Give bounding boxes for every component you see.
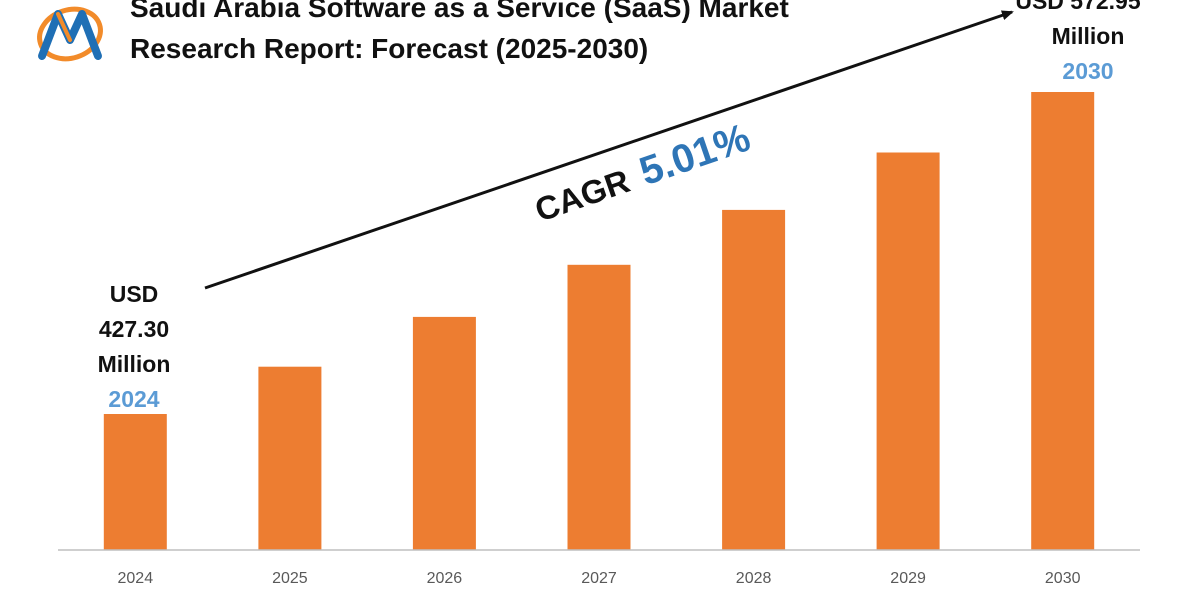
x-axis-ticks: 2024 2025 2026 2027 2028 2029 2030 <box>118 570 1081 587</box>
bar-2025 <box>258 366 322 550</box>
end-unit: Million <box>1052 23 1125 49</box>
x-tick-2027: 2027 <box>581 570 617 587</box>
x-tick-2024: 2024 <box>118 570 154 587</box>
bar-2028 <box>722 209 786 550</box>
cagr-value: 5.01% <box>634 116 756 195</box>
end-year: 2030 <box>1062 58 1113 84</box>
x-tick-2028: 2028 <box>736 570 772 587</box>
bar-2026 <box>412 316 476 550</box>
cagr-annotation: CAGR 5.01% <box>529 116 756 231</box>
title-line-1: Saudi Arabia Software as a Service (SaaS… <box>130 0 789 23</box>
letter-m-logo-icon <box>37 6 103 62</box>
svg-text:CAGR 5.01%: CAGR 5.01% <box>529 116 756 231</box>
bar-2024 <box>103 414 167 550</box>
end-amount: USD 572.95 <box>1015 0 1141 14</box>
bars-layer <box>103 92 1095 550</box>
title-line-2: Research Report: Forecast (2025-2030) <box>130 33 648 64</box>
start-year: 2024 <box>108 386 159 412</box>
start-amount: 427.30 <box>99 316 169 342</box>
x-tick-2025: 2025 <box>272 570 308 587</box>
bar-2029 <box>876 152 940 550</box>
x-tick-2029: 2029 <box>890 570 926 587</box>
bar-2030 <box>1031 92 1095 550</box>
x-tick-2026: 2026 <box>427 570 463 587</box>
start-currency: USD <box>110 281 159 307</box>
x-tick-2030: 2030 <box>1045 570 1081 587</box>
start-unit: Million <box>98 351 171 377</box>
trend-arrow <box>204 10 1014 290</box>
bar-2027 <box>567 264 631 550</box>
